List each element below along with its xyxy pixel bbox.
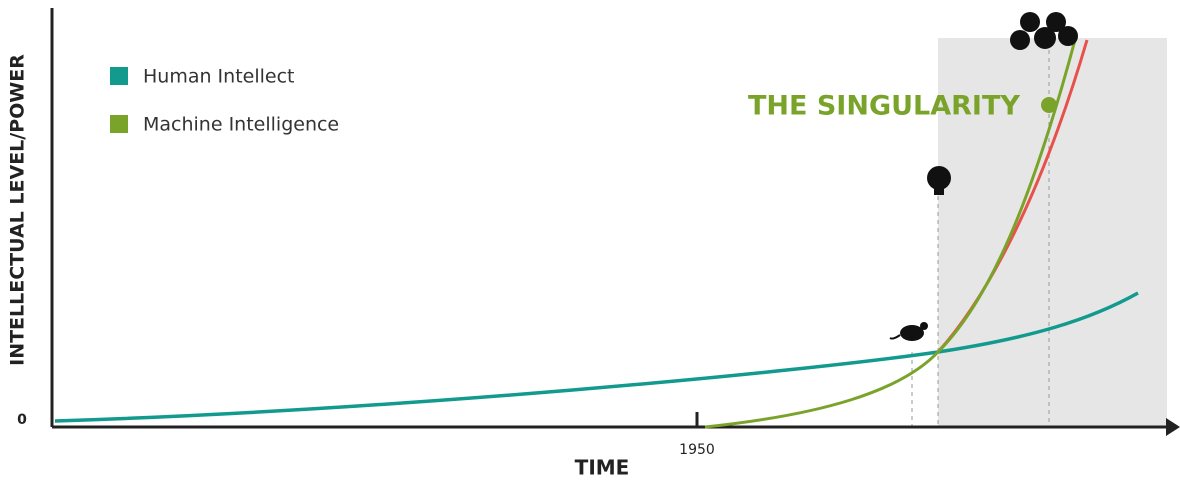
x-axis-arrow — [1166, 418, 1180, 436]
x-axis-label: TIME — [575, 456, 630, 480]
y-axis-label: INTELLECTUAL LEVEL/POWER — [7, 54, 29, 366]
legend-swatch — [110, 115, 128, 133]
human-curve — [54, 291, 1139, 423]
machine-curve — [704, 39, 1077, 429]
mouse-icon — [889, 322, 928, 341]
legend-label: Machine Intelligence — [143, 114, 339, 136]
head-icon — [927, 166, 951, 195]
y-origin-label: 0 — [17, 412, 27, 428]
heads-icon — [1010, 12, 1078, 50]
singularity-point — [1041, 97, 1057, 113]
legend-swatch — [110, 67, 128, 85]
legend-label: Human Intellect — [143, 66, 295, 88]
annotation: THE SINGULARITY — [748, 91, 1020, 122]
x-tick-label: 1950 — [679, 442, 715, 458]
